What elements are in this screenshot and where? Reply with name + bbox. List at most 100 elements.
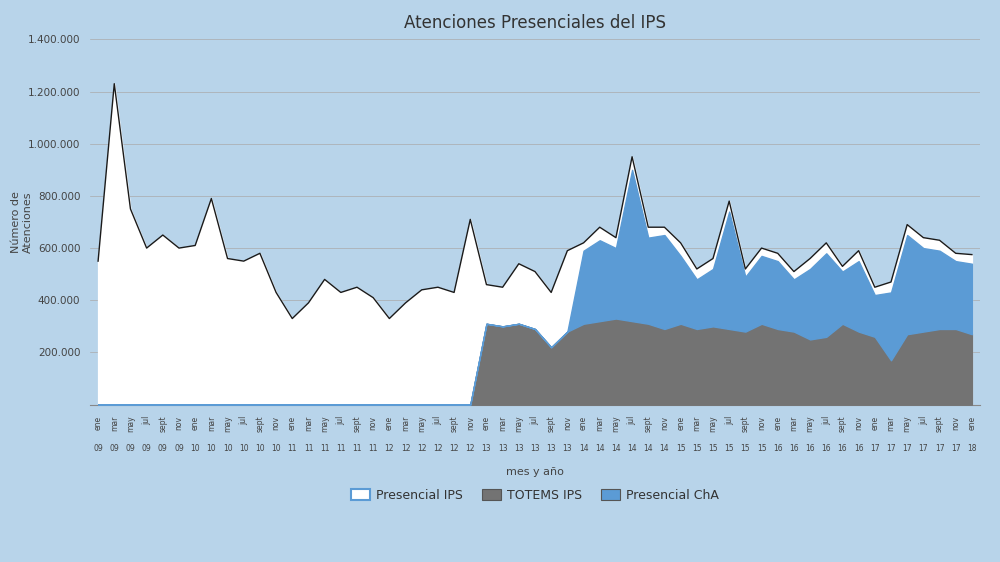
Text: may: may [806,416,815,432]
Text: jul: jul [725,416,734,425]
Text: nov: nov [757,416,766,430]
Text: ene: ene [482,416,491,430]
Text: sept: sept [935,416,944,432]
Text: mar: mar [207,416,216,431]
Text: 14: 14 [627,443,637,452]
Text: 16: 16 [821,443,831,452]
Text: 17: 17 [870,443,880,452]
Text: ene: ene [967,416,976,430]
Text: 12: 12 [433,443,443,452]
Text: mar: mar [789,416,798,431]
Text: sept: sept [741,416,750,432]
Text: jul: jul [919,416,928,425]
Text: nov: nov [951,416,960,430]
Text: mar: mar [886,416,895,431]
Text: 13: 13 [563,443,572,452]
Text: 12: 12 [417,443,426,452]
Text: 13: 13 [546,443,556,452]
Text: 11: 11 [352,443,362,452]
Text: 10: 10 [223,443,232,452]
Text: 15: 15 [692,443,702,452]
Text: 15: 15 [676,443,685,452]
Text: jul: jul [628,416,637,425]
Text: 11: 11 [336,443,346,452]
Text: 14: 14 [579,443,588,452]
Title: Atenciones Presenciales del IPS: Atenciones Presenciales del IPS [404,14,666,32]
Text: 14: 14 [660,443,669,452]
Text: mar: mar [304,416,313,431]
Text: sept: sept [352,416,362,432]
Text: ene: ene [288,416,297,430]
Text: 12: 12 [401,443,410,452]
Text: ene: ene [773,416,782,430]
Text: mar: mar [110,416,119,431]
Text: sept: sept [450,416,459,432]
Text: nov: nov [369,416,378,430]
Text: 16: 16 [805,443,815,452]
Text: 11: 11 [304,443,313,452]
Text: 13: 13 [514,443,524,452]
Text: nov: nov [175,416,184,430]
Text: sept: sept [158,416,167,432]
Text: ene: ene [94,416,103,430]
Legend: Presencial IPS, TOTEMS IPS, Presencial ChA: Presencial IPS, TOTEMS IPS, Presencial C… [345,483,725,508]
Text: sept: sept [547,416,556,432]
Text: 13: 13 [498,443,507,452]
Text: may: may [708,416,718,432]
Text: jul: jul [433,416,442,425]
Text: ene: ene [676,416,685,430]
Text: 14: 14 [643,443,653,452]
Text: 16: 16 [773,443,783,452]
Text: jul: jul [142,416,151,425]
Text: 12: 12 [385,443,394,452]
Text: 09: 09 [158,443,168,452]
Text: 17: 17 [935,443,944,452]
Text: mar: mar [401,416,410,431]
Text: 09: 09 [174,443,184,452]
Text: 09: 09 [109,443,119,452]
Text: 15: 15 [724,443,734,452]
Text: nov: nov [466,416,475,430]
Text: mes y año: mes y año [506,466,564,477]
Text: 17: 17 [886,443,896,452]
Text: mar: mar [595,416,604,431]
Text: 11: 11 [368,443,378,452]
Text: 15: 15 [741,443,750,452]
Text: ene: ene [579,416,588,430]
Text: may: may [903,416,912,432]
Text: nov: nov [660,416,669,430]
Text: may: may [320,416,329,432]
Text: may: may [514,416,523,432]
Text: 18: 18 [967,443,977,452]
Text: mar: mar [498,416,507,431]
Text: 11: 11 [288,443,297,452]
Text: nov: nov [272,416,281,430]
Text: 13: 13 [530,443,540,452]
Text: ene: ene [191,416,200,430]
Text: 17: 17 [919,443,928,452]
Text: 16: 16 [838,443,847,452]
Text: 15: 15 [757,443,766,452]
Text: 10: 10 [190,443,200,452]
Text: 16: 16 [789,443,799,452]
Text: 17: 17 [902,443,912,452]
Text: may: may [126,416,135,432]
Text: 09: 09 [126,443,135,452]
Text: ene: ene [385,416,394,430]
Text: mar: mar [692,416,701,431]
Text: sept: sept [255,416,264,432]
Text: nov: nov [563,416,572,430]
Text: jul: jul [239,416,248,425]
Text: 10: 10 [255,443,265,452]
Text: sept: sept [838,416,847,432]
Text: may: may [417,416,426,432]
Text: 14: 14 [611,443,621,452]
Text: jul: jul [822,416,831,425]
Text: may: may [611,416,620,432]
Text: 10: 10 [207,443,216,452]
Text: 11: 11 [320,443,329,452]
Text: jul: jul [530,416,540,425]
Text: 15: 15 [708,443,718,452]
Text: ene: ene [870,416,879,430]
Text: 14: 14 [595,443,605,452]
